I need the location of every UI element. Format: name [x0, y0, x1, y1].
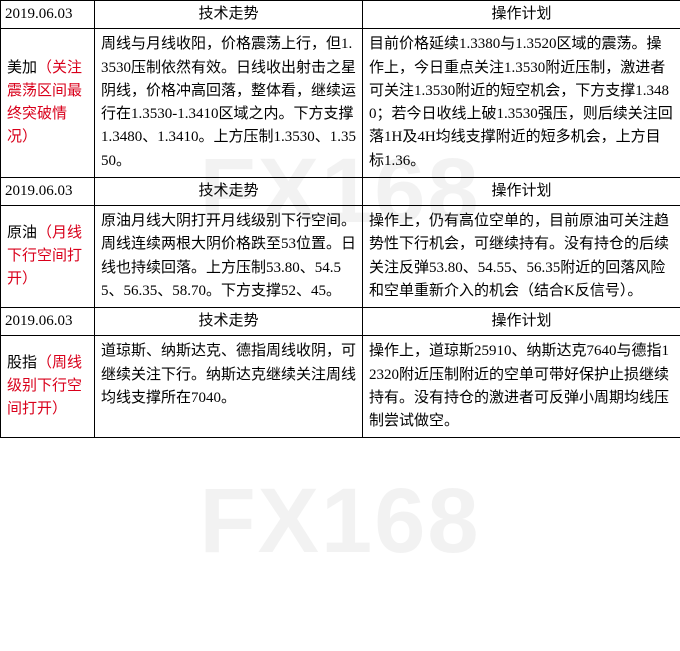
plan-header: 操作计划: [363, 177, 680, 205]
date-cell: 2019.06.03: [1, 177, 95, 205]
plan-cell: 目前价格延续1.3380与1.3520区域的震荡。操作上，今日重点关注1.353…: [363, 29, 680, 178]
tech-header: 技术走势: [95, 177, 363, 205]
plan-header: 操作计划: [363, 1, 680, 29]
instrument-name: 原油: [7, 225, 37, 241]
instrument-cell: 美加（关注震荡区间最终突破情况）: [1, 29, 95, 178]
instrument-cell: 原油（月线下行空间打开）: [1, 206, 95, 308]
tech-header: 技术走势: [95, 308, 363, 336]
tech-cell: 道琼斯、纳斯达克、德指周线收阴，可继续关注下行。纳斯达克继续关注周线均线支撑所在…: [95, 336, 363, 438]
date-cell: 2019.06.03: [1, 308, 95, 336]
date-cell: 2019.06.03: [1, 1, 95, 29]
plan-cell: 操作上，仍有高位空单的，目前原油可关注趋势性下行机会，可继续持有。没有持仓的后续…: [363, 206, 680, 308]
tech-cell: 原油月线大阴打开月线级别下行空间。周线连续两根大阴价格跌至53位置。日线也持续回…: [95, 206, 363, 308]
plan-cell: 操作上，道琼斯25910、纳斯达克7640与德指12320附近压制附近的空单可带…: [363, 336, 680, 438]
instrument-cell: 股指（周线级别下行空间打开）: [1, 336, 95, 438]
analysis-table: 2019.06.03技术走势操作计划美加（关注震荡区间最终突破情况）周线与月线收…: [0, 0, 680, 438]
instrument-name: 美加: [7, 60, 37, 76]
instrument-name: 股指: [7, 355, 37, 371]
tech-header: 技术走势: [95, 1, 363, 29]
watermark-text-2: FX168: [199, 450, 480, 593]
plan-header: 操作计划: [363, 308, 680, 336]
tech-cell: 周线与月线收阳，价格震荡上行，但1.3530压制依然有效。日线收出射击之星阴线，…: [95, 29, 363, 178]
